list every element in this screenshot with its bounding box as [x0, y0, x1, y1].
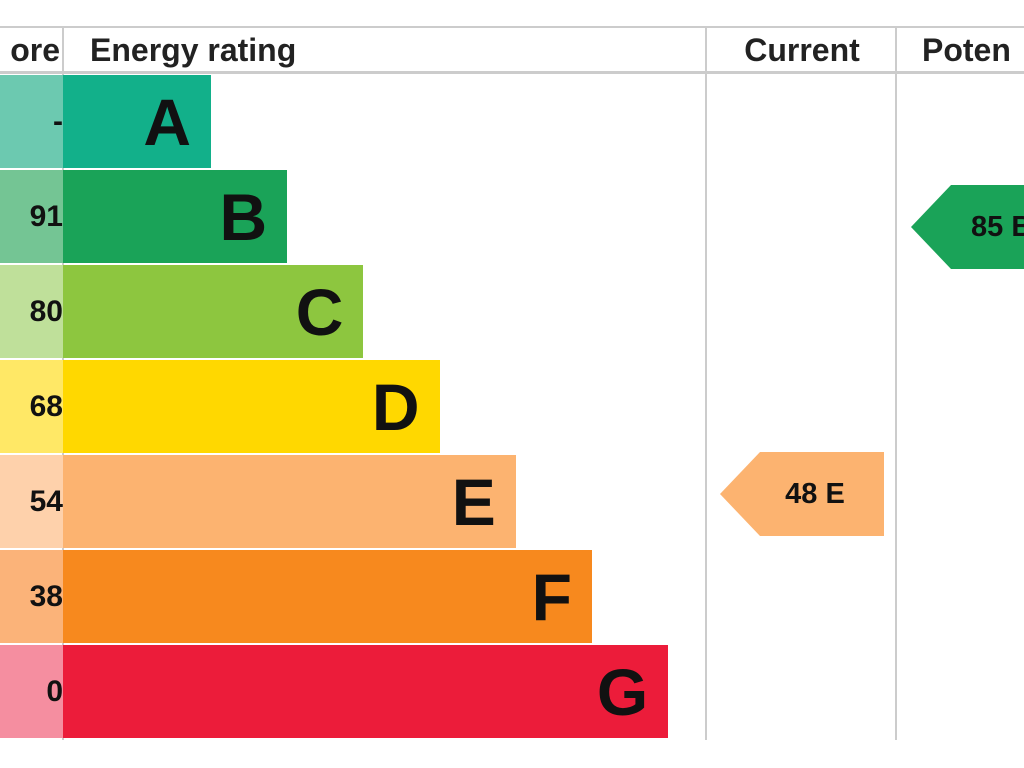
current-rating-label: 48 E [785, 477, 845, 510]
score-cell-d: 68 [0, 360, 63, 453]
header-score: ore [10, 32, 60, 68]
header-divider [0, 71, 1024, 74]
rating-bar-c: C [63, 265, 364, 358]
score-cell-g: 0 [0, 645, 63, 738]
rating-bar-b: B [63, 170, 288, 263]
band-letter: F [531, 559, 572, 634]
score-label: 91 [29, 199, 63, 233]
current-rating-arrow: 48 E [720, 452, 884, 536]
rating-bar-a: A [63, 75, 211, 168]
rating-bar-f: F [63, 550, 592, 643]
column-divider [895, 28, 897, 740]
rating-bar-d: D [63, 360, 440, 453]
column-divider [705, 28, 707, 740]
header-current: Current [744, 32, 860, 68]
band-letter: G [596, 654, 649, 729]
band-letter: C [295, 274, 344, 349]
header-potential: Poten [922, 32, 1011, 68]
top-border [0, 26, 1024, 28]
rating-bar-g: G [63, 645, 669, 738]
band-letter: D [371, 369, 420, 444]
score-label: 0 [46, 674, 63, 708]
band-letter: B [219, 179, 268, 254]
score-cell-c: 80 [0, 265, 63, 358]
score-cell-b: 91 [0, 170, 63, 263]
score-label: 80 [29, 294, 63, 328]
score-label: 38 [29, 579, 63, 613]
rating-bar-e: E [63, 455, 516, 548]
potential-rating-arrow: 85 B [911, 185, 1024, 269]
band-letter: A [143, 84, 191, 159]
score-cell-a: - [0, 75, 63, 168]
band-letter: E [451, 464, 496, 539]
score-label: 54 [29, 484, 63, 518]
score-label: - [53, 104, 63, 138]
potential-rating-label: 85 B [971, 210, 1024, 243]
score-cell-e: 54 [0, 455, 63, 548]
score-cell-f: 38 [0, 550, 63, 643]
score-label: 68 [29, 389, 63, 423]
header-energy-rating: Energy rating [90, 32, 297, 68]
